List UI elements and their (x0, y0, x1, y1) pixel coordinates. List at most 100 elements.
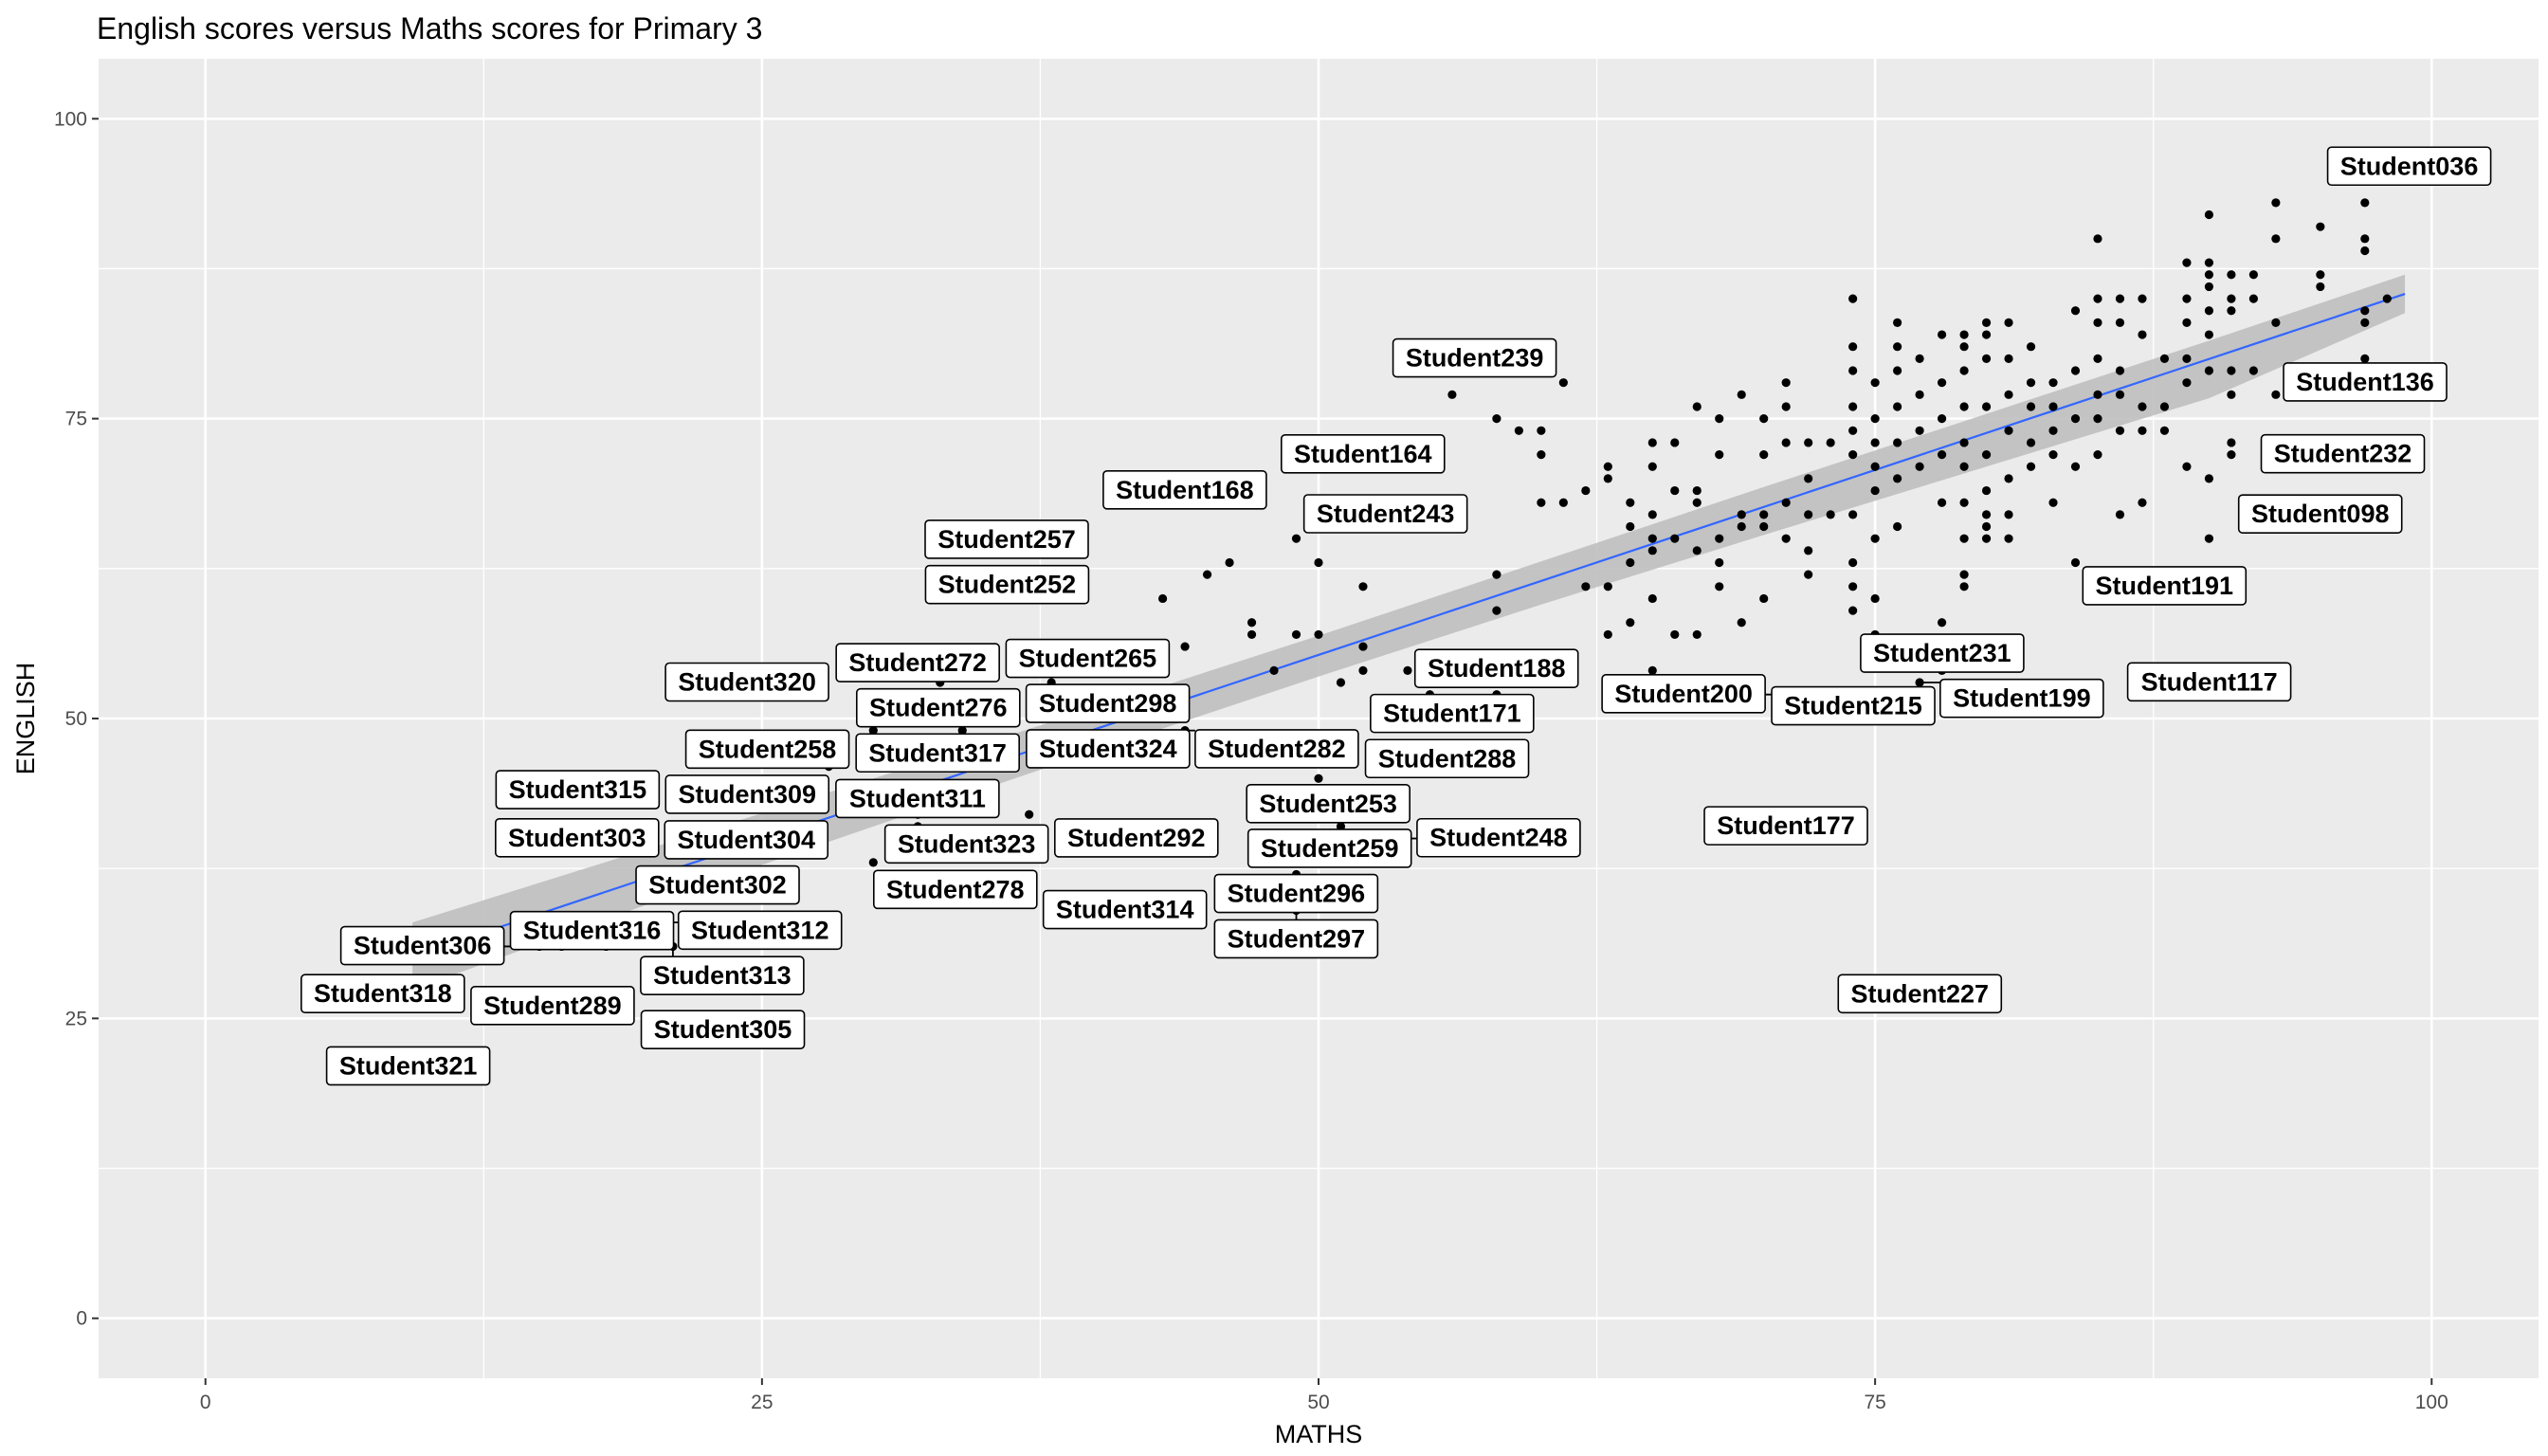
data-point (1804, 474, 1813, 483)
data-point (1848, 557, 1858, 568)
data-point (2115, 390, 2125, 399)
point-label: Student314 (1056, 896, 1194, 924)
data-point (2004, 474, 2013, 483)
data-point (1514, 426, 1523, 435)
data-point (2227, 390, 2236, 399)
data-point (1959, 438, 1969, 447)
data-point (1870, 378, 1880, 388)
x-tick-label: 0 (200, 1392, 211, 1413)
data-point (1848, 510, 1858, 519)
data-point (2316, 282, 2325, 292)
point-label-box (1026, 729, 1191, 769)
data-point (1537, 426, 1546, 435)
data-point (1247, 618, 1257, 628)
data-point (1670, 629, 1680, 640)
grid-lines (99, 59, 2539, 1378)
point-label: Student312 (691, 916, 829, 944)
data-point (1715, 450, 1724, 460)
data-point (1759, 510, 1769, 519)
data-point (1603, 462, 1612, 471)
data-point (2227, 450, 2236, 460)
data-point (1959, 534, 1969, 543)
data-point (2271, 234, 2281, 244)
x-tick-label: 100 (2415, 1392, 2448, 1413)
point-label: Student259 (1261, 834, 1399, 863)
data-point (1314, 557, 1323, 568)
point-label: Student199 (1953, 684, 2091, 713)
point-label-box (2260, 433, 2426, 474)
data-point (1981, 450, 1992, 460)
data-point (2227, 270, 2236, 280)
point-label: Student292 (1067, 824, 1206, 852)
point-label: Student288 (1378, 744, 1517, 773)
data-point (1759, 521, 1769, 532)
data-point (1981, 510, 1992, 519)
point-label-box (855, 687, 1021, 728)
data-point (2093, 414, 2102, 424)
data-point (1647, 462, 1657, 471)
point-label-box (495, 770, 661, 810)
data-point (1848, 294, 1858, 303)
data-point (1804, 438, 1813, 447)
point-label-box (684, 729, 850, 770)
point-label-box (2326, 146, 2492, 187)
data-point (1715, 534, 1724, 543)
data-point (1870, 438, 1880, 447)
data-point (1915, 426, 1924, 435)
data-point (1158, 593, 1168, 604)
data-point (1937, 414, 1947, 424)
data-point (2227, 438, 2236, 447)
data-point (1603, 629, 1612, 640)
y-tick-label: 100 (54, 108, 87, 130)
data-point (2182, 354, 2192, 363)
point-label: Student188 (1428, 654, 1566, 682)
data-point (1759, 414, 1769, 424)
point-label-box (1416, 817, 1581, 858)
data-point (1959, 330, 1969, 339)
data-point (1537, 450, 1546, 460)
point-label-box (640, 1010, 806, 1049)
point-label: Student164 (1294, 440, 1432, 468)
data-point (2271, 390, 2281, 399)
point-label: Student227 (1851, 979, 1990, 1008)
data-point (868, 726, 878, 736)
point-label-box (883, 824, 1049, 864)
data-point (2360, 234, 2370, 244)
data-point (2248, 294, 2258, 303)
point-label-box (1280, 434, 1446, 474)
data-point (2004, 534, 2013, 543)
point-label: Student258 (699, 735, 837, 763)
point-label-box (835, 643, 1000, 682)
point-label: Student302 (648, 871, 787, 900)
data-point (1358, 642, 1368, 651)
data-point (2204, 330, 2214, 339)
point-label: Student265 (1019, 645, 1157, 673)
point-label: Student282 (1208, 735, 1346, 763)
data-point (1981, 330, 1992, 339)
data-point (2004, 390, 2013, 399)
data-point (1291, 534, 1301, 543)
point-label: Student313 (653, 961, 792, 990)
point-label-box (1364, 738, 1530, 779)
data-point (2182, 462, 2192, 471)
data-point (2026, 462, 2036, 471)
point-label-box (1392, 337, 1557, 378)
data-point (1581, 485, 1591, 496)
data-point (1647, 438, 1657, 447)
data-point (2026, 438, 2036, 447)
data-point (1848, 582, 1858, 592)
data-point (1692, 546, 1702, 555)
data-point (2204, 209, 2214, 220)
data-point (1981, 534, 1992, 543)
data-point (1692, 629, 1702, 640)
data-point (2004, 510, 2013, 519)
data-point (1336, 678, 1346, 687)
data-point (1981, 485, 1992, 496)
data-point (1915, 462, 1924, 471)
data-point (1247, 629, 1257, 640)
data-point (1937, 378, 1947, 388)
data-point (2093, 318, 2102, 327)
point-label: Student215 (1784, 692, 1922, 720)
data-point (1959, 582, 1969, 592)
data-point (1759, 450, 1769, 460)
